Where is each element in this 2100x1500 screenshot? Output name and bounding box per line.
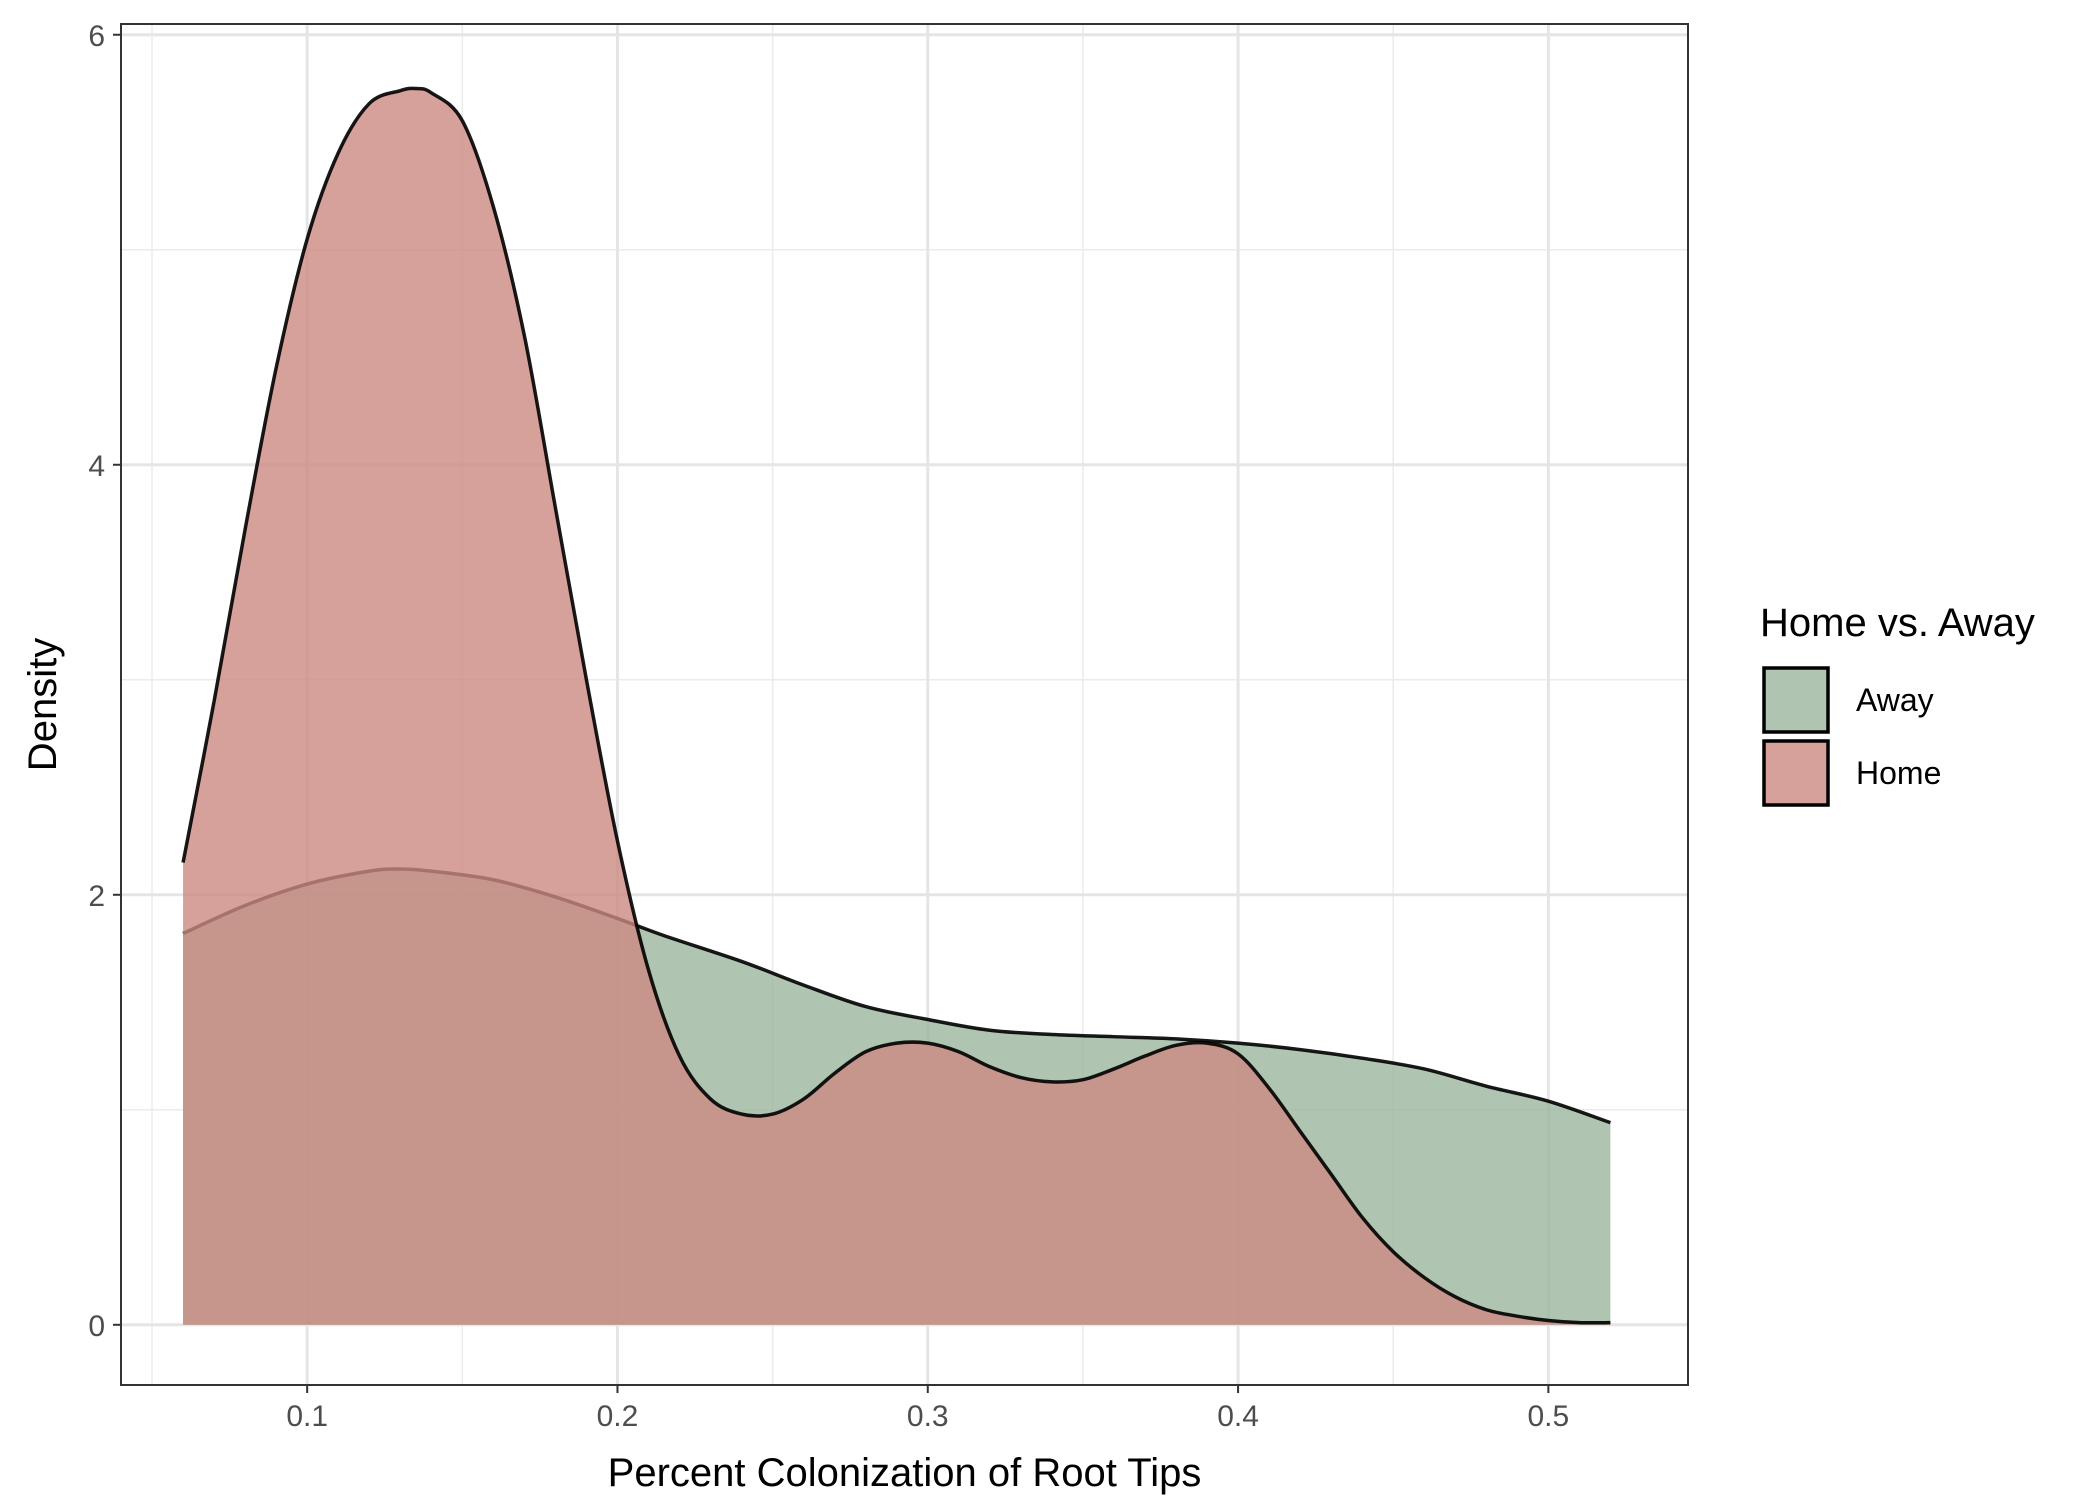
density-line-home — [181, 86, 1611, 1325]
y-tick-label: 0 — [88, 1310, 105, 1343]
y-axis-title: Density — [21, 638, 65, 771]
legend-label-away: Away — [1856, 682, 1934, 718]
y-tick-label: 4 — [88, 450, 105, 483]
density-area-home — [183, 88, 1611, 1325]
y-tick-label: 6 — [88, 20, 105, 53]
legend: Home vs. Away Away Home — [1760, 601, 2035, 807]
legend-key-home — [1762, 739, 1830, 807]
x-axis-title: Percent Colonization of Root Tips — [608, 1451, 1202, 1495]
legend-title: Home vs. Away — [1760, 601, 2035, 645]
axes: 0.1 0.2 0.3 0.4 0.5 0 2 4 6 — [88, 20, 1569, 1433]
legend-key-away — [1762, 666, 1830, 734]
x-tick-label: 0.1 — [286, 1400, 328, 1433]
x-tick-label: 0.5 — [1528, 1400, 1570, 1433]
legend-label-home: Home — [1856, 755, 1941, 791]
x-tick-label: 0.4 — [1217, 1400, 1259, 1433]
y-tick-label: 2 — [88, 880, 105, 913]
panel-border — [120, 23, 1689, 1386]
x-tick-label: 0.2 — [597, 1400, 639, 1433]
density-areas — [181, 86, 1612, 1325]
x-tick-label: 0.3 — [907, 1400, 949, 1433]
